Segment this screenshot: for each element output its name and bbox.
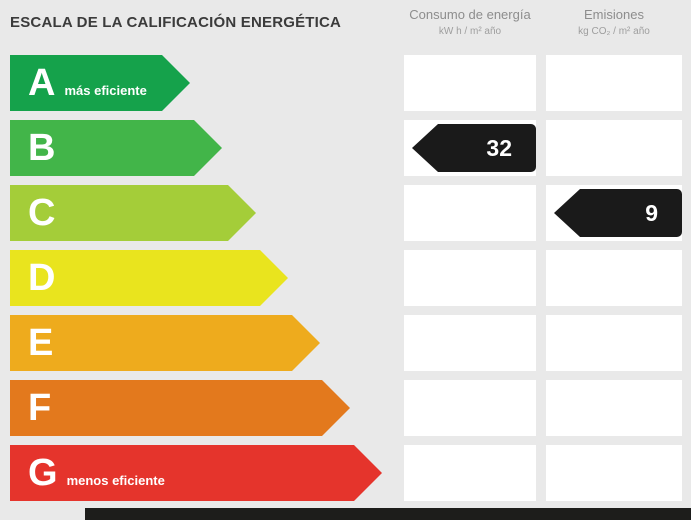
rating-letter-b: B <box>28 127 56 169</box>
consumo-cell-c <box>404 185 536 241</box>
emisiones-cell-b <box>546 120 682 176</box>
consumo-column-label: Consumo de energía <box>409 7 531 22</box>
rating-bar-e: E <box>10 315 320 371</box>
rating-bar-wrap-c: C <box>10 185 394 241</box>
rating-bar-wrap-e: E <box>10 315 394 371</box>
consumo-value: 32 <box>486 134 512 161</box>
rating-bar-c: C <box>10 185 256 241</box>
rating-row-c: C 9 <box>10 185 682 241</box>
rating-letter-g: G <box>28 452 58 494</box>
rating-bar-wrap-b: B <box>10 120 394 176</box>
emisiones-value: 9 <box>645 199 658 226</box>
emisiones-column-unit: kg CO₂ / m² año <box>578 26 650 37</box>
rating-bar-f: F <box>10 380 350 436</box>
rating-sublabel-a: más eficiente <box>64 83 147 98</box>
rating-bar-b: B <box>10 120 222 176</box>
consumo-cell-f <box>404 380 536 436</box>
consumo-cell-e <box>404 315 536 371</box>
rating-bar-a: A más eficiente <box>10 55 190 111</box>
consumo-cell-g <box>404 445 536 501</box>
rating-row-a: A más eficiente <box>10 55 682 111</box>
rating-row-b: B 32 <box>10 120 682 176</box>
rating-bar-wrap-g: G menos eficiente <box>10 445 394 501</box>
page-title: ESCALA DE LA CALIFICACIÓN ENERGÉTICA <box>10 14 342 31</box>
emisiones-column-header: Emisiones kg CO₂ / m² año <box>546 7 682 55</box>
rating-letter-d: D <box>28 257 56 299</box>
rating-bar-d: D <box>10 250 288 306</box>
consumo-value-badge: 32 <box>412 124 536 172</box>
rating-bar-g: G menos eficiente <box>10 445 382 501</box>
rating-letter-a: A <box>28 62 56 104</box>
rating-sublabel-g: menos eficiente <box>66 473 165 488</box>
consumo-cell-a <box>404 55 536 111</box>
rating-bar-wrap-d: D <box>10 250 394 306</box>
rating-row-e: E <box>10 315 682 371</box>
emisiones-column-label: Emisiones <box>584 7 644 22</box>
emisiones-cell-e <box>546 315 682 371</box>
emisiones-cell-d <box>546 250 682 306</box>
rating-bar-wrap-a: A más eficiente <box>10 55 394 111</box>
consumo-column-unit: kW h / m² año <box>438 26 502 37</box>
consumo-cell-b: 32 <box>404 120 536 176</box>
emisiones-cell-c: 9 <box>546 185 682 241</box>
emisiones-cell-f <box>546 380 682 436</box>
rating-letter-c: C <box>28 192 56 234</box>
consumo-cell-d <box>404 250 536 306</box>
emisiones-cell-a <box>546 55 682 111</box>
emisiones-cell-g <box>546 445 682 501</box>
rating-letter-f: F <box>28 387 52 429</box>
rating-row-d: D <box>10 250 682 306</box>
consumo-column-header: Consumo de energía kW h / m² año <box>404 7 536 55</box>
bottom-dark-bar <box>85 508 691 520</box>
header: ESCALA DE LA CALIFICACIÓN ENERGÉTICA Con… <box>0 0 691 55</box>
rating-row-g: G menos eficiente <box>10 445 682 501</box>
rating-bar-wrap-f: F <box>10 380 394 436</box>
emisiones-value-badge: 9 <box>554 189 682 237</box>
rating-letter-e: E <box>28 322 54 364</box>
rating-row-f: F <box>10 380 682 436</box>
